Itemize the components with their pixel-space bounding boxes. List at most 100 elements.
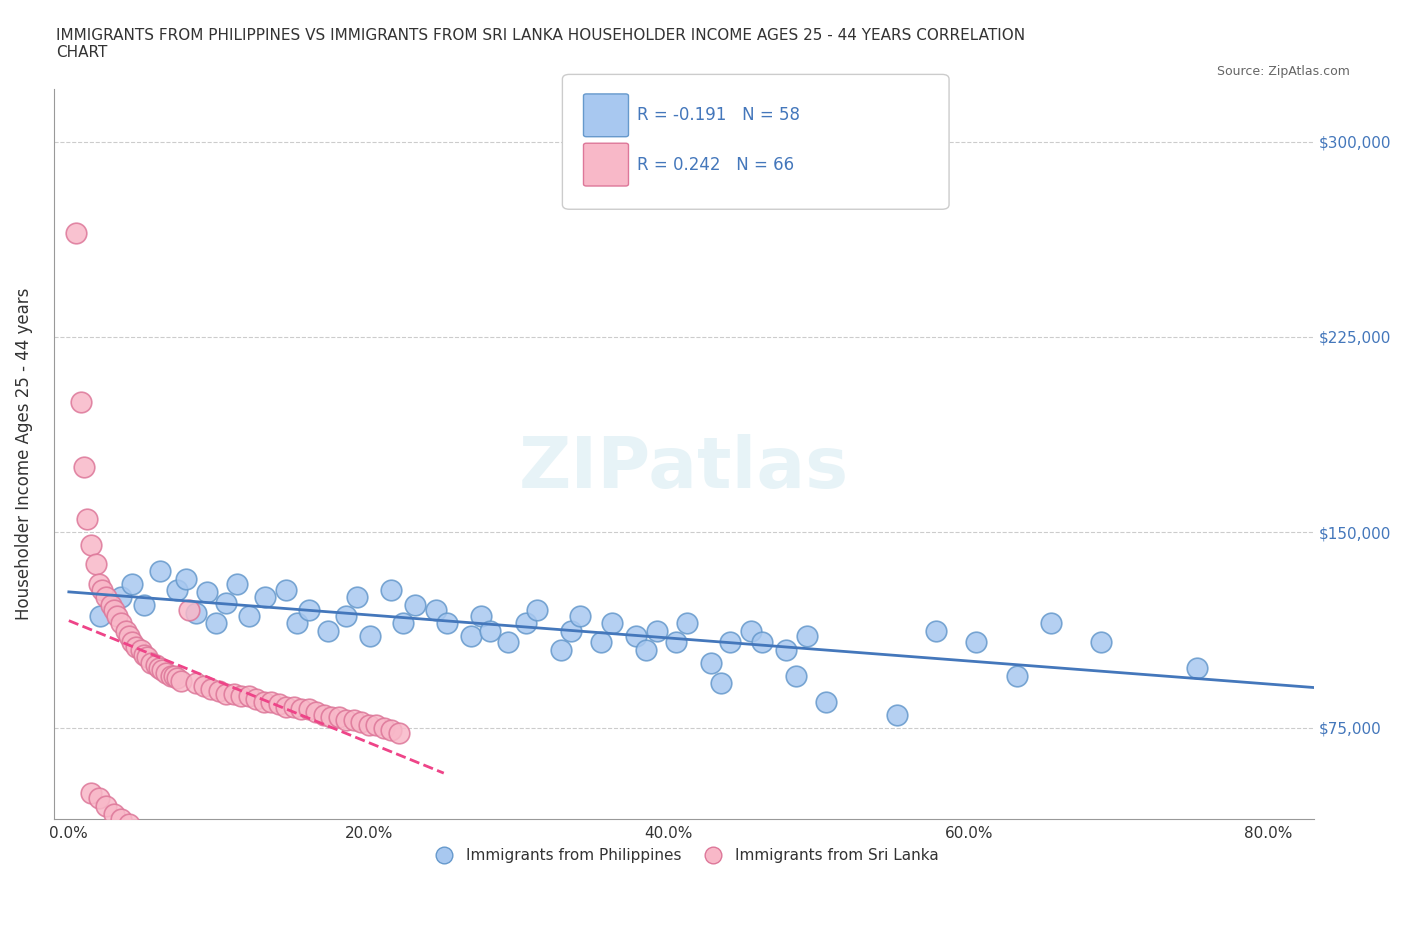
Point [150, 663, 173, 678]
Point [96, 590, 118, 604]
Point [148, 660, 170, 675]
Point [305, 705, 328, 720]
Text: ZIPatlas: ZIPatlas [519, 434, 849, 503]
Point [166, 582, 188, 597]
Point [550, 642, 572, 657]
Point [335, 712, 357, 727]
Point [200, 681, 222, 696]
Point [600, 616, 623, 631]
Point [135, 650, 157, 665]
Point [560, 624, 582, 639]
Point [404, 598, 426, 613]
Point [675, 616, 697, 631]
Point [1090, 634, 1112, 649]
Point [76, 512, 98, 526]
Point [591, 634, 613, 649]
Point [569, 608, 592, 623]
Point [710, 676, 733, 691]
Point [253, 694, 276, 709]
Point [357, 718, 380, 733]
Point [141, 655, 163, 670]
Point [298, 702, 321, 717]
Point [103, 603, 125, 618]
Point [84, 556, 107, 571]
Point [392, 616, 415, 631]
Point [366, 718, 388, 733]
Point [215, 595, 238, 610]
Point [87, 790, 110, 805]
Point [925, 624, 948, 639]
Point [177, 603, 200, 618]
Legend: Immigrants from Philippines, Immigrants from Sri Lanka: Immigrants from Philippines, Immigrants … [422, 843, 945, 870]
Point [118, 629, 141, 644]
Point [245, 692, 267, 707]
Point [965, 634, 987, 649]
Point [100, 598, 122, 613]
Point [80, 785, 103, 800]
Point [110, 811, 132, 826]
Point [312, 707, 335, 722]
Point [105, 608, 128, 623]
Text: IMMIGRANTS FROM PHILIPPINES VS IMMIGRANTS FROM SRI LANKA HOUSEHOLDER INCOME AGES: IMMIGRANTS FROM PHILIPPINES VS IMMIGRANT… [56, 28, 1025, 60]
Point [316, 624, 339, 639]
Point [238, 608, 260, 623]
Point [328, 710, 350, 724]
Point [290, 702, 312, 717]
Point [298, 603, 321, 618]
Point [186, 605, 208, 620]
Point [103, 806, 125, 821]
Point [132, 598, 155, 613]
Point [121, 634, 143, 649]
Point [148, 832, 170, 847]
Point [335, 608, 357, 623]
Text: Source: ZipAtlas.com: Source: ZipAtlas.com [1216, 65, 1350, 78]
Point [110, 590, 132, 604]
Point [267, 697, 290, 711]
Point [121, 577, 143, 591]
Point [470, 608, 492, 623]
Point [380, 723, 402, 737]
Point [346, 590, 368, 604]
Point [254, 590, 277, 604]
Point [645, 624, 668, 639]
Point [886, 707, 908, 722]
Point [285, 616, 308, 631]
Point [359, 629, 381, 644]
Point [215, 686, 238, 701]
Point [785, 668, 807, 683]
Point [208, 684, 231, 698]
Point [321, 710, 343, 724]
Point [193, 679, 215, 694]
Point [231, 689, 253, 704]
Point [87, 577, 110, 591]
Point [96, 798, 118, 813]
Point [114, 624, 136, 639]
Point [751, 634, 773, 649]
Point [125, 640, 148, 655]
Point [479, 624, 502, 639]
Point [388, 725, 411, 740]
Point [775, 642, 797, 657]
Point [90, 582, 112, 597]
Point [170, 673, 193, 688]
Point [740, 624, 762, 639]
Point [238, 689, 260, 704]
Point [204, 616, 226, 631]
Point [166, 671, 188, 685]
Point [815, 694, 838, 709]
Point [380, 582, 402, 597]
Point [276, 699, 298, 714]
Point [149, 564, 172, 578]
Point [665, 634, 688, 649]
Point [1185, 660, 1208, 675]
Text: R = -0.191   N = 58: R = -0.191 N = 58 [637, 106, 800, 125]
Point [1040, 616, 1063, 631]
Point [155, 666, 177, 681]
Point [69, 394, 91, 409]
Point [276, 582, 298, 597]
Point [132, 824, 155, 839]
Point [73, 459, 96, 474]
Point [718, 634, 741, 649]
Point [260, 694, 283, 709]
Text: R = 0.242   N = 66: R = 0.242 N = 66 [637, 155, 794, 174]
